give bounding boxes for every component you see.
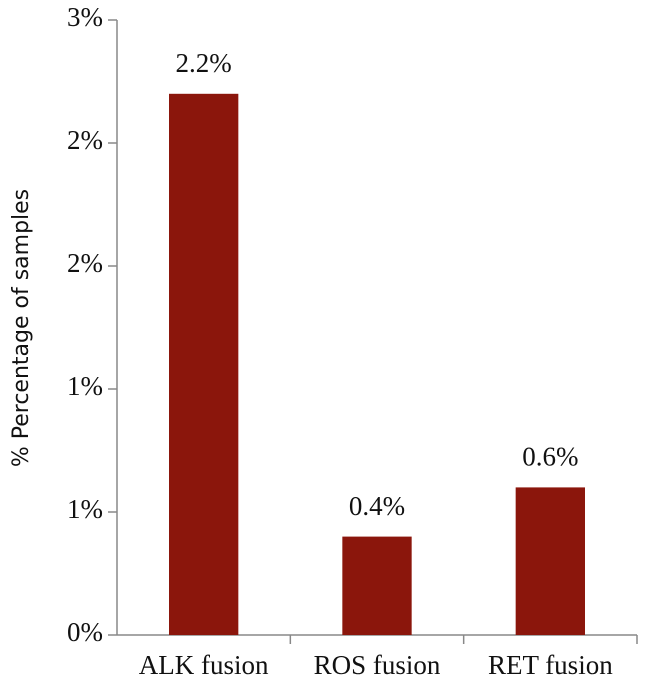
y-tick-label: 2% <box>67 125 103 155</box>
x-tick-label: ALK fusion <box>139 650 269 680</box>
y-tick-label: 1% <box>67 371 103 401</box>
y-tick-label: 0% <box>67 617 103 647</box>
y-tick-label: 2% <box>67 248 103 278</box>
bar <box>169 93 239 636</box>
y-tick-label: 3% <box>67 2 103 32</box>
bar <box>515 487 585 635</box>
value-label: 0.6% <box>522 442 578 472</box>
value-label: 2.2% <box>176 48 232 78</box>
bar <box>342 536 412 635</box>
x-tick-label: RET fusion <box>488 650 613 680</box>
value-label: 0.4% <box>349 491 405 521</box>
x-tick-label: ROS fusion <box>314 650 441 680</box>
y-axis-label: % Percentage of samples <box>9 189 34 467</box>
y-tick-label: 1% <box>67 494 103 524</box>
